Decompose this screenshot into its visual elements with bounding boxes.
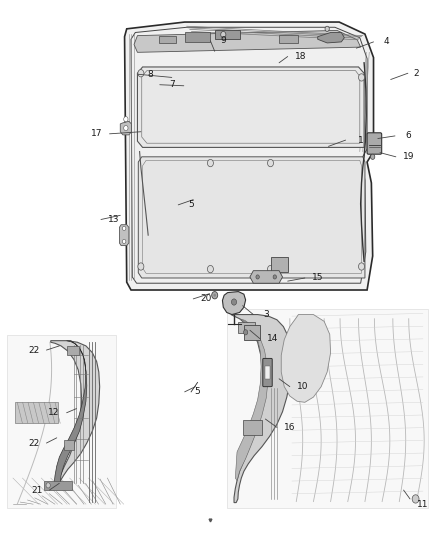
Polygon shape xyxy=(54,341,87,486)
FancyBboxPatch shape xyxy=(67,346,79,356)
Circle shape xyxy=(138,70,144,77)
Text: 22: 22 xyxy=(28,439,39,448)
FancyBboxPatch shape xyxy=(44,481,72,490)
Text: 18: 18 xyxy=(295,52,306,61)
Circle shape xyxy=(208,265,213,273)
Text: 21: 21 xyxy=(31,486,42,495)
FancyBboxPatch shape xyxy=(279,35,298,43)
Text: 14: 14 xyxy=(267,334,278,343)
Text: 12: 12 xyxy=(48,408,60,417)
Polygon shape xyxy=(51,341,100,486)
FancyBboxPatch shape xyxy=(64,440,74,450)
Polygon shape xyxy=(124,22,374,290)
Text: 16: 16 xyxy=(284,423,296,432)
Text: 20: 20 xyxy=(201,294,212,303)
Polygon shape xyxy=(138,157,365,278)
Polygon shape xyxy=(120,122,131,135)
Circle shape xyxy=(268,159,273,167)
Polygon shape xyxy=(318,33,344,43)
Polygon shape xyxy=(120,225,129,246)
FancyBboxPatch shape xyxy=(185,33,210,42)
Circle shape xyxy=(358,74,364,81)
FancyBboxPatch shape xyxy=(271,257,288,272)
Polygon shape xyxy=(134,30,360,52)
Text: 15: 15 xyxy=(312,273,324,282)
Circle shape xyxy=(244,330,248,335)
Polygon shape xyxy=(138,67,364,148)
Text: 8: 8 xyxy=(148,70,153,79)
Text: 5: 5 xyxy=(188,200,194,209)
Polygon shape xyxy=(250,271,283,283)
Circle shape xyxy=(325,26,329,31)
Text: 4: 4 xyxy=(384,37,389,46)
Circle shape xyxy=(273,275,276,279)
Text: 5: 5 xyxy=(194,387,201,397)
Polygon shape xyxy=(235,319,268,481)
Circle shape xyxy=(122,227,126,230)
Text: 11: 11 xyxy=(417,499,429,508)
Text: 9: 9 xyxy=(220,36,226,45)
Circle shape xyxy=(358,263,364,270)
Text: 17: 17 xyxy=(91,130,102,139)
Text: 19: 19 xyxy=(403,152,414,161)
Text: 6: 6 xyxy=(405,132,411,140)
FancyBboxPatch shape xyxy=(263,358,272,386)
FancyBboxPatch shape xyxy=(367,133,381,154)
Text: 13: 13 xyxy=(108,215,120,224)
FancyBboxPatch shape xyxy=(227,309,427,508)
Polygon shape xyxy=(223,292,246,314)
Circle shape xyxy=(124,117,128,122)
FancyBboxPatch shape xyxy=(243,420,262,435)
Circle shape xyxy=(412,495,419,503)
FancyBboxPatch shape xyxy=(15,402,58,423)
Circle shape xyxy=(213,294,216,297)
Circle shape xyxy=(268,265,273,273)
Circle shape xyxy=(138,263,144,270)
Circle shape xyxy=(231,299,237,305)
Text: 7: 7 xyxy=(169,80,175,89)
Text: 3: 3 xyxy=(263,310,269,319)
FancyBboxPatch shape xyxy=(244,325,260,340)
Polygon shape xyxy=(231,314,291,503)
Circle shape xyxy=(371,154,375,159)
Circle shape xyxy=(256,275,259,279)
Text: 10: 10 xyxy=(297,382,308,391)
FancyBboxPatch shape xyxy=(159,36,176,43)
FancyBboxPatch shape xyxy=(238,322,255,333)
FancyBboxPatch shape xyxy=(265,366,270,379)
Text: 22: 22 xyxy=(28,345,39,354)
FancyBboxPatch shape xyxy=(7,335,116,508)
Text: 1: 1 xyxy=(358,135,364,144)
Circle shape xyxy=(124,125,128,131)
Polygon shape xyxy=(281,314,331,402)
Circle shape xyxy=(46,483,50,488)
Circle shape xyxy=(212,292,218,299)
Circle shape xyxy=(208,159,213,167)
FancyBboxPatch shape xyxy=(215,30,240,39)
Circle shape xyxy=(122,239,126,244)
Text: 2: 2 xyxy=(413,69,419,78)
Circle shape xyxy=(221,31,226,38)
